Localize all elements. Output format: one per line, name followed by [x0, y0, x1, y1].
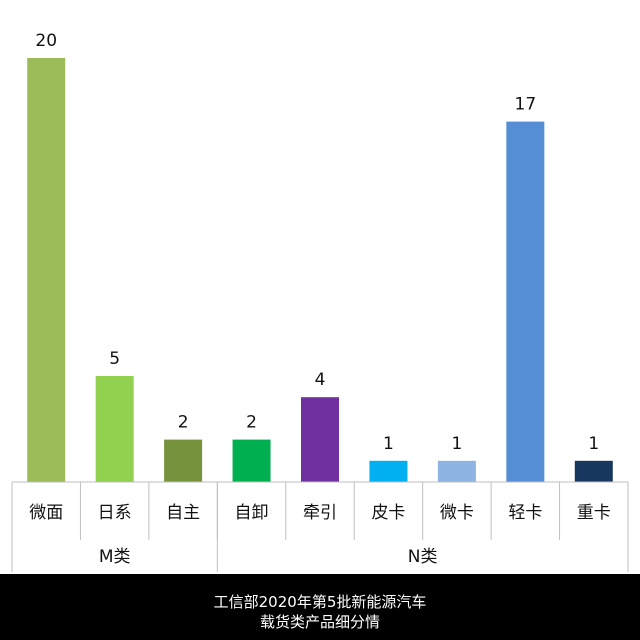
bar-chart: 20 5 2 2 4 1 1 17 1 微面 日系 自主 自卸 牵引 皮卡 微卡 轻卡 重卡 M类 N类 [11, 31, 629, 572]
category-label-2: 日系 [98, 503, 132, 523]
category-label-7: 微卡 [440, 503, 474, 523]
value-label-1: 20 [35, 31, 57, 51]
value-label-2: 5 [109, 349, 120, 369]
category-axis: 微面 日系 自主 自卸 牵引 皮卡 微卡 轻卡 重卡 M类 N类 [11, 481, 629, 572]
bar-8 [506, 121, 545, 482]
bar-3 [164, 439, 203, 482]
category-label-1: 微面 [29, 503, 63, 523]
bars-layer [27, 58, 613, 482]
category-label-4: 自卸 [235, 503, 269, 523]
category-label-3: 自主 [166, 503, 200, 523]
caption-banner [0, 574, 640, 640]
category-label-9: 重卡 [577, 503, 611, 523]
group-label-2: N类 [408, 547, 438, 567]
bar-2 [95, 376, 134, 482]
value-label-6: 1 [383, 434, 394, 454]
caption-line-1: 工信部2020年第5批新能源汽车 [213, 593, 427, 611]
bar-9 [574, 460, 613, 482]
value-label-8: 17 [515, 95, 537, 115]
value-label-9: 1 [588, 434, 599, 454]
bar-6 [369, 460, 408, 482]
value-label-4: 2 [246, 413, 257, 433]
group-label-1: M类 [99, 547, 131, 567]
value-label-5: 4 [315, 370, 326, 390]
bar-5 [301, 397, 339, 482]
bar-1 [27, 58, 66, 482]
bar-4 [232, 439, 271, 482]
category-label-8: 轻卡 [508, 503, 542, 523]
caption-line-2: 载货类产品细分情 [259, 613, 380, 631]
value-label-3: 2 [178, 413, 189, 433]
value-label-7: 1 [451, 434, 462, 454]
category-label-5: 牵引 [303, 503, 337, 523]
value-labels-layer: 20 5 2 2 4 1 1 17 1 [35, 31, 599, 454]
bar-7 [437, 460, 476, 482]
category-label-6: 皮卡 [371, 503, 405, 523]
